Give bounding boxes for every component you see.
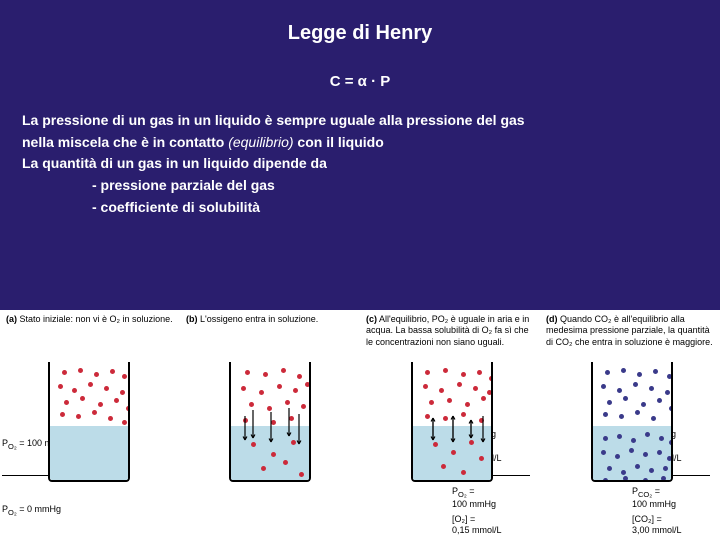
- gas-dot: [78, 368, 83, 373]
- panel-a: (a) Stato iniziale: non vi è O₂ in soluz…: [0, 310, 180, 540]
- gas-dot: [64, 400, 69, 405]
- gas-dot: [657, 398, 662, 403]
- gas-dot: [80, 396, 85, 401]
- side-label: [O₂] =0,15 mmol/L: [452, 514, 530, 536]
- panel-caption: (d) Quando CO₂ è all'equilibrio alla med…: [546, 314, 714, 362]
- panel-caption: (c) All'equilibrio, PO₂ è uguale in aria…: [366, 314, 534, 362]
- formula: C = α · P: [0, 73, 720, 90]
- gas-dot: [667, 456, 672, 461]
- gas-dot: [603, 478, 608, 482]
- gas-dot: [635, 464, 640, 469]
- arrows: [231, 362, 311, 482]
- gas-dot: [607, 400, 612, 405]
- gas-dot: [617, 388, 622, 393]
- gas-dot: [669, 406, 673, 411]
- gas-dot: [623, 476, 628, 481]
- gas-dot: [643, 452, 648, 457]
- side-label: [CO₂] =3,00 mmol/L: [632, 514, 710, 536]
- text-line-3: - pressione parziale del gas: [22, 175, 698, 197]
- gas-dot: [667, 374, 672, 379]
- gas-dot: [669, 440, 673, 445]
- gas-dot: [619, 414, 624, 419]
- gas-dot: [631, 438, 636, 443]
- panel-b: (b) L'ossigeno entra in soluzione.: [180, 310, 360, 540]
- gas-dot: [659, 436, 664, 441]
- gas-dot: [623, 396, 628, 401]
- gas-dot: [88, 382, 93, 387]
- gas-dot: [643, 478, 648, 482]
- gas-dot: [114, 398, 119, 403]
- gas-dot: [663, 466, 668, 471]
- panel-d: (d) Quando CO₂ è all'equilibrio alla med…: [540, 310, 720, 540]
- text-line-1b: nella miscela che è in contatto (equilib…: [22, 132, 698, 154]
- arrows: [413, 362, 493, 482]
- gas-dot: [62, 370, 67, 375]
- gas-dot: [98, 402, 103, 407]
- gas-dot: [108, 416, 113, 421]
- gas-dot: [607, 466, 612, 471]
- gas-dot: [653, 369, 658, 374]
- beaker: [411, 362, 493, 482]
- gas-dot: [645, 432, 650, 437]
- panel-c: (c) All'equilibrio, PO₂ è uguale in aria…: [360, 310, 540, 540]
- gas-dot: [122, 420, 127, 425]
- gas-dot: [94, 372, 99, 377]
- beaker: [48, 362, 130, 482]
- side-label: PO₂ = 0 mmHg: [2, 504, 76, 517]
- gas-dot: [601, 384, 606, 389]
- text-line-4: - coefficiente di solubilità: [22, 197, 698, 219]
- body-text: La pressione di un gas in un liquido è s…: [0, 90, 720, 218]
- panel-caption: (b) L'ossigeno entra in soluzione.: [186, 314, 354, 362]
- gas-dot: [657, 450, 662, 455]
- gas-dot: [635, 410, 640, 415]
- text-line-1a: La pressione di un gas in un liquido è s…: [22, 110, 698, 132]
- beaker: [591, 362, 673, 482]
- gas-dot: [665, 390, 670, 395]
- gas-dot: [617, 434, 622, 439]
- gas-dot: [104, 386, 109, 391]
- figure-row: (a) Stato iniziale: non vi è O₂ in soluz…: [0, 310, 720, 540]
- gas-dot: [110, 369, 115, 374]
- gas-dot: [633, 382, 638, 387]
- gas-dot: [58, 384, 63, 389]
- gas-dot: [649, 386, 654, 391]
- gas-dot: [122, 374, 127, 379]
- gas-dot: [641, 402, 646, 407]
- gas-dot: [601, 450, 606, 455]
- gas-dot: [603, 436, 608, 441]
- gas-dot: [661, 476, 666, 481]
- gas-dot: [603, 412, 608, 417]
- gas-dot: [60, 412, 65, 417]
- gas-dot: [72, 388, 77, 393]
- gas-dot: [651, 416, 656, 421]
- gas-dot: [629, 448, 634, 453]
- beaker: [229, 362, 311, 482]
- gas-dot: [76, 414, 81, 419]
- water-region: [50, 426, 128, 480]
- page-title: Legge di Henry: [0, 0, 720, 45]
- gas-dot: [649, 468, 654, 473]
- gas-dot: [621, 368, 626, 373]
- panel-caption: (a) Stato iniziale: non vi è O₂ in soluz…: [6, 314, 174, 362]
- gas-dot: [92, 410, 97, 415]
- gas-dot: [605, 370, 610, 375]
- gas-dot: [621, 470, 626, 475]
- gas-dot: [126, 406, 130, 411]
- gas-dot: [637, 372, 642, 377]
- gas-dot: [615, 454, 620, 459]
- gas-dot: [120, 390, 125, 395]
- text-line-2: La quantità di un gas in un liquido dipe…: [22, 153, 698, 175]
